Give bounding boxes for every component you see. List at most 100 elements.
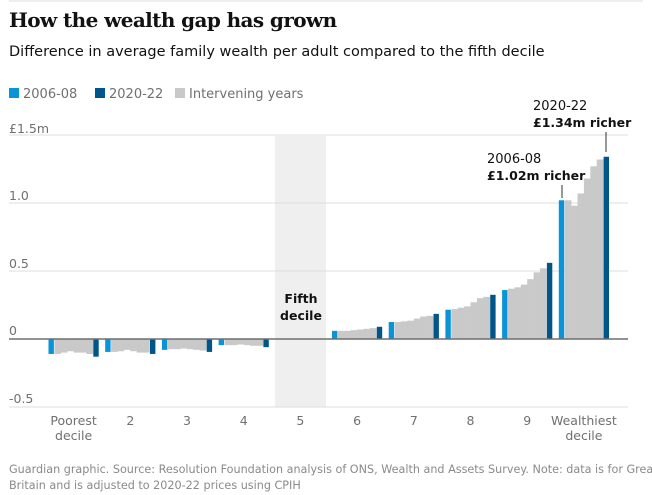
x-tick-label: 4 xyxy=(240,413,248,428)
bar-intervening-decile-10 xyxy=(577,193,585,339)
bar-intervening-decile-9 xyxy=(540,268,547,339)
bar-intervening-decile-6 xyxy=(363,328,371,339)
bar-intervening-decile-6 xyxy=(369,328,377,339)
x-tick-label: decile xyxy=(565,428,602,443)
bar-intervening-decile-7 xyxy=(394,322,402,339)
bar-2020-22-decile-1 xyxy=(93,339,99,357)
legend-swatch-intervening xyxy=(175,88,185,98)
chart-subtitle: Difference in average family wealth per … xyxy=(9,44,545,60)
bar-2020-22-decile-7 xyxy=(433,313,439,339)
bar-intervening-decile-8 xyxy=(457,307,465,339)
bar-intervening-decile-3 xyxy=(187,339,194,350)
bar-intervening-decile-1 xyxy=(80,339,87,353)
bar-intervening-decile-6 xyxy=(337,330,345,339)
bar-intervening-decile-6 xyxy=(344,330,351,339)
bar-2020-22-decile-2 xyxy=(150,339,156,354)
y-tick-label: 1.0 xyxy=(9,188,29,203)
y-tick-label: 0 xyxy=(9,323,17,338)
bar-2020-22-decile-4 xyxy=(263,339,269,348)
bar-intervening-decile-7 xyxy=(401,321,408,339)
x-tick-label: 9 xyxy=(523,413,531,428)
x-tick-label: Poorest xyxy=(50,413,96,428)
bar-intervening-decile-9 xyxy=(508,288,515,339)
bar-2020-22-decile-8 xyxy=(490,294,496,339)
legend-label-2020-22: 2020-22 xyxy=(109,87,163,102)
annotation-2020-value: £1.34m richer xyxy=(533,115,632,130)
bar-intervening-decile-10 xyxy=(571,205,578,339)
x-tick-label: 5 xyxy=(296,413,304,428)
bar-intervening-decile-2 xyxy=(117,339,125,352)
x-tick-label: 3 xyxy=(183,413,191,428)
footer-note: Britain and is adjusted to 2020-22 price… xyxy=(9,479,301,492)
bar-intervening-decile-1 xyxy=(67,339,74,352)
bar-intervening-decile-4 xyxy=(230,339,238,346)
bar-intervening-decile-8 xyxy=(464,306,471,339)
legend: 2006-08 2020-22 Intervening years xyxy=(9,87,304,102)
bar-intervening-decile-6 xyxy=(350,330,358,339)
footer-note: Guardian graphic. Source: Resolution Fou… xyxy=(9,463,652,476)
bar-2020-22-decile-6 xyxy=(376,326,383,339)
x-tick-label: 2 xyxy=(126,413,134,428)
bar-2020-22-decile-10 xyxy=(603,156,609,339)
legend-swatch-2020-22 xyxy=(95,88,105,98)
bar-intervening-decile-2 xyxy=(123,339,131,350)
bar-2006-08-decile-1 xyxy=(48,339,54,354)
bar-intervening-decile-8 xyxy=(470,302,478,339)
bar-2006-08-decile-7 xyxy=(388,322,395,339)
bar-2020-22-decile-9 xyxy=(546,262,553,339)
bar-intervening-decile-3 xyxy=(180,339,188,349)
bar-intervening-decile-3 xyxy=(167,339,175,350)
bar-intervening-decile-2 xyxy=(143,339,150,353)
x-tick-label: 8 xyxy=(467,413,475,428)
bar-intervening-decile-7 xyxy=(407,320,415,339)
bar-intervening-decile-2 xyxy=(111,339,118,352)
bar-2006-08-decile-3 xyxy=(161,339,168,350)
bar-intervening-decile-7 xyxy=(413,318,421,339)
annotation-2020-period: 2020-22 xyxy=(533,99,587,114)
annotation-2006-period: 2006-08 xyxy=(487,152,541,167)
bar-intervening-decile-10 xyxy=(583,178,591,339)
bar-2006-08-decile-10 xyxy=(558,200,565,339)
x-tick-label: 6 xyxy=(353,413,361,428)
bar-2006-08-decile-6 xyxy=(332,330,338,339)
bar-2006-08-decile-2 xyxy=(105,339,111,352)
chart-title: How the wealth gap has grown xyxy=(9,8,338,32)
bar-intervening-decile-9 xyxy=(520,284,528,339)
bar-2006-08-decile-9 xyxy=(502,290,508,339)
bar-intervening-decile-4 xyxy=(237,339,244,345)
bar-intervening-decile-2 xyxy=(136,339,144,353)
bar-intervening-decile-10 xyxy=(564,200,572,339)
legend-swatch-2006-08 xyxy=(9,88,19,98)
bar-intervening-decile-9 xyxy=(533,272,541,339)
bar-intervening-decile-4 xyxy=(256,339,264,346)
legend-label-2006-08: 2006-08 xyxy=(23,87,77,102)
bar-intervening-decile-3 xyxy=(174,339,181,350)
bar-intervening-decile-10 xyxy=(596,159,604,339)
y-tick-label: 0.5 xyxy=(9,256,29,271)
bar-2006-08-decile-4 xyxy=(218,339,224,346)
bar-intervening-decile-4 xyxy=(243,339,251,346)
legend-label-intervening: Intervening years xyxy=(189,87,304,102)
x-tick-label: decile xyxy=(55,428,92,443)
bar-intervening-decile-1 xyxy=(73,339,81,353)
bar-intervening-decile-8 xyxy=(451,309,458,339)
y-axis-labels: £1.5m 1.0 0.5 0 -0.5 xyxy=(9,121,49,406)
bar-intervening-decile-9 xyxy=(514,287,522,339)
bar-intervening-decile-1 xyxy=(60,339,68,353)
bar-intervening-decile-4 xyxy=(224,339,232,346)
bar-intervening-decile-8 xyxy=(483,296,490,339)
bar-intervening-decile-4 xyxy=(250,339,257,346)
bar-intervening-decile-2 xyxy=(130,339,137,352)
bar-intervening-decile-9 xyxy=(527,279,534,339)
bar-intervening-decile-3 xyxy=(199,339,207,351)
x-tick-label: 7 xyxy=(410,413,418,428)
annotation-2006-value: £1.02m richer xyxy=(487,168,586,183)
fifth-decile-label: Fifth xyxy=(284,291,317,306)
y-tick-label: £1.5m xyxy=(9,121,49,136)
bar-intervening-decile-7 xyxy=(420,316,427,339)
x-tick-label: Wealthiest xyxy=(551,413,617,428)
fifth-decile-label: decile xyxy=(280,308,322,323)
bar-intervening-decile-3 xyxy=(193,339,201,350)
